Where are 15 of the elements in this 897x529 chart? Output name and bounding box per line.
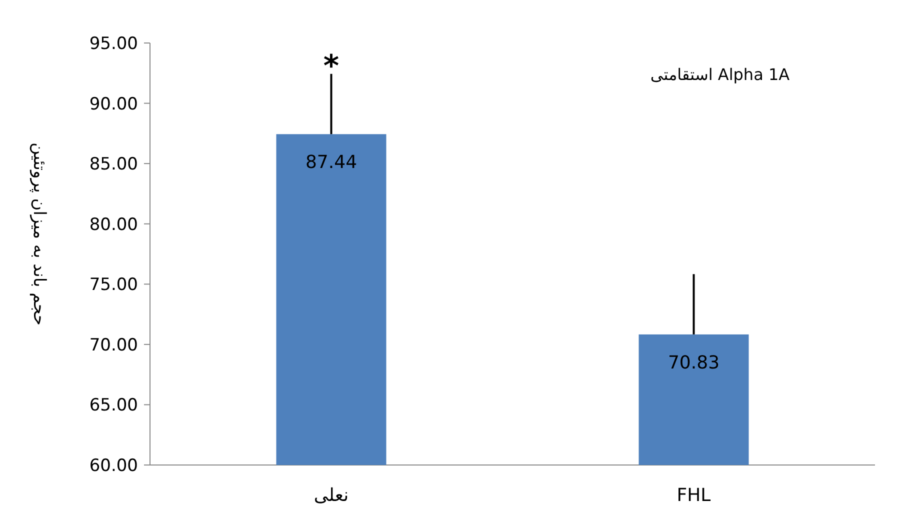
- y-tick-label: 80.00: [89, 214, 138, 235]
- y-tick-label: 60.00: [89, 456, 138, 476]
- y-tick-label: 70.00: [89, 335, 138, 356]
- data-label: 70.83: [668, 352, 720, 374]
- y-tick-label: 95.00: [89, 34, 138, 54]
- y-tick-label: 85.00: [89, 154, 138, 175]
- y-tick-label: 65.00: [89, 396, 138, 416]
- data-label: 87.44: [305, 152, 358, 174]
- y-tick-label: 90.00: [89, 94, 138, 114]
- text: استقامتی Alpha 1A: [650, 65, 790, 84]
- y-axis-title: حجم باند به میزان پروتئین: [29, 142, 49, 326]
- x-tick-label: FHL: [676, 485, 711, 506]
- y-tick-label: 75.00: [89, 275, 138, 296]
- annotation: *: [323, 48, 340, 84]
- x-tick-label: نعلی: [314, 485, 349, 506]
